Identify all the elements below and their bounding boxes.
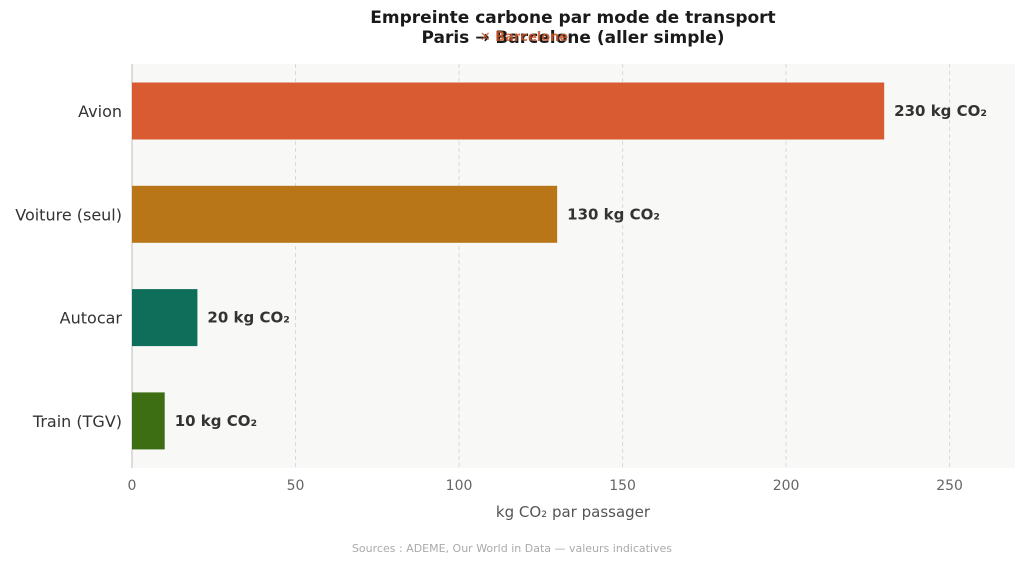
category-label: Avion (78, 102, 122, 121)
bars (132, 82, 885, 450)
bar (132, 185, 558, 243)
category-label: Autocar (60, 309, 123, 328)
x-tick-label: 150 (609, 478, 636, 494)
bar (132, 392, 165, 450)
bar-value-label: 230 kg CO₂ (894, 102, 987, 120)
overlay-annotation: ✕ Barcelone (480, 30, 569, 45)
x-tick-label: 200 (773, 478, 800, 494)
x-tick-labels: 0 50 100 150 200 250 (128, 478, 963, 494)
bar-value-label: 20 kg CO₂ (207, 309, 289, 327)
category-label: Train (TGV) (32, 412, 122, 431)
bar-value-label: 130 kg CO₂ (567, 205, 660, 223)
source-note: Sources : ADEME, Our World in Data — val… (352, 542, 672, 555)
x-tick-label: 0 (128, 478, 137, 494)
bar-value-label: 10 kg CO₂ (175, 412, 257, 430)
x-tick-label: 250 (936, 478, 963, 494)
value-labels: 230 kg CO₂ 130 kg CO₂ 20 kg CO₂ 10 kg CO₂ (175, 102, 987, 430)
x-tick-label: 50 (287, 478, 305, 494)
chart-subtitle: Paris → Barcelone (aller simple) (421, 28, 724, 48)
category-labels: Avion Voiture (seul) Autocar Train (TGV) (15, 102, 122, 431)
bar (132, 82, 885, 140)
category-label: Voiture (seul) (15, 205, 122, 224)
x-tick-label: 100 (446, 478, 473, 494)
bar (132, 289, 198, 347)
chart-title: Empreinte carbone par mode de transport (370, 8, 775, 28)
x-axis-label: kg CO₂ par passager (496, 503, 651, 521)
